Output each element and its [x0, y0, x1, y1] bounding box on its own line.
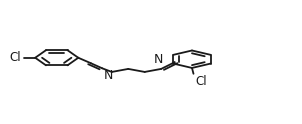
Text: Cl: Cl [195, 75, 207, 88]
Text: Cl: Cl [9, 51, 21, 64]
Text: N: N [154, 53, 163, 66]
Text: N: N [103, 69, 113, 82]
